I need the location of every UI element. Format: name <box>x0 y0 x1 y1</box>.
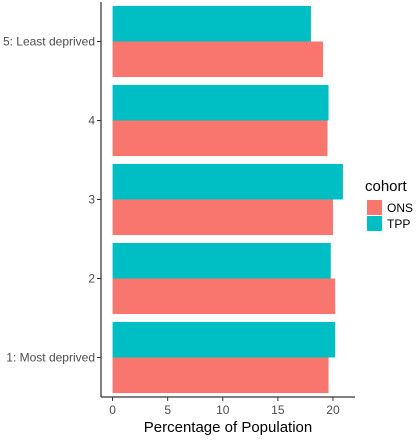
y-tick-label-1: 2 <box>88 272 95 286</box>
bars-layer <box>112 5 343 394</box>
bar-tpp-4 <box>112 5 311 42</box>
y-ticks: 1: Most deprived 2 3 4 5: Least deprived <box>3 35 101 365</box>
bar-tpp-0 <box>112 321 336 358</box>
bar-ons-3 <box>112 120 328 157</box>
bar-tpp-2 <box>112 163 343 200</box>
y-tick-label-3: 4 <box>88 114 95 128</box>
x-axis-title: Percentage of Population <box>144 419 312 436</box>
x-tick-label-0: 0 <box>109 403 116 417</box>
x-tick-label-1: 5 <box>164 403 171 417</box>
bar-ons-4 <box>112 41 324 78</box>
y-tick-label-2: 3 <box>88 193 95 207</box>
bar-ons-2 <box>112 199 333 236</box>
bar-ons-1 <box>112 278 336 315</box>
legend-key-ons <box>367 200 382 215</box>
legend: cohort ONS TPP <box>365 178 413 231</box>
bar-tpp-1 <box>112 242 331 279</box>
legend-label-ons: ONS <box>387 201 413 215</box>
x-tick-label-2: 10 <box>216 403 230 417</box>
bar-tpp-3 <box>112 84 329 121</box>
bar-ons-0 <box>112 357 329 394</box>
legend-title: cohort <box>365 178 408 195</box>
x-tick-label-3: 15 <box>271 403 285 417</box>
legend-label-tpp: TPP <box>387 217 410 231</box>
x-ticks: 0 5 10 15 20 <box>109 397 340 417</box>
y-tick-label-4: 5: Least deprived <box>3 35 95 49</box>
legend-key-tpp <box>367 216 382 231</box>
y-tick-label-0: 1: Most deprived <box>6 351 95 365</box>
x-tick-label-4: 20 <box>326 403 340 417</box>
legend-items: ONS TPP <box>367 200 413 231</box>
